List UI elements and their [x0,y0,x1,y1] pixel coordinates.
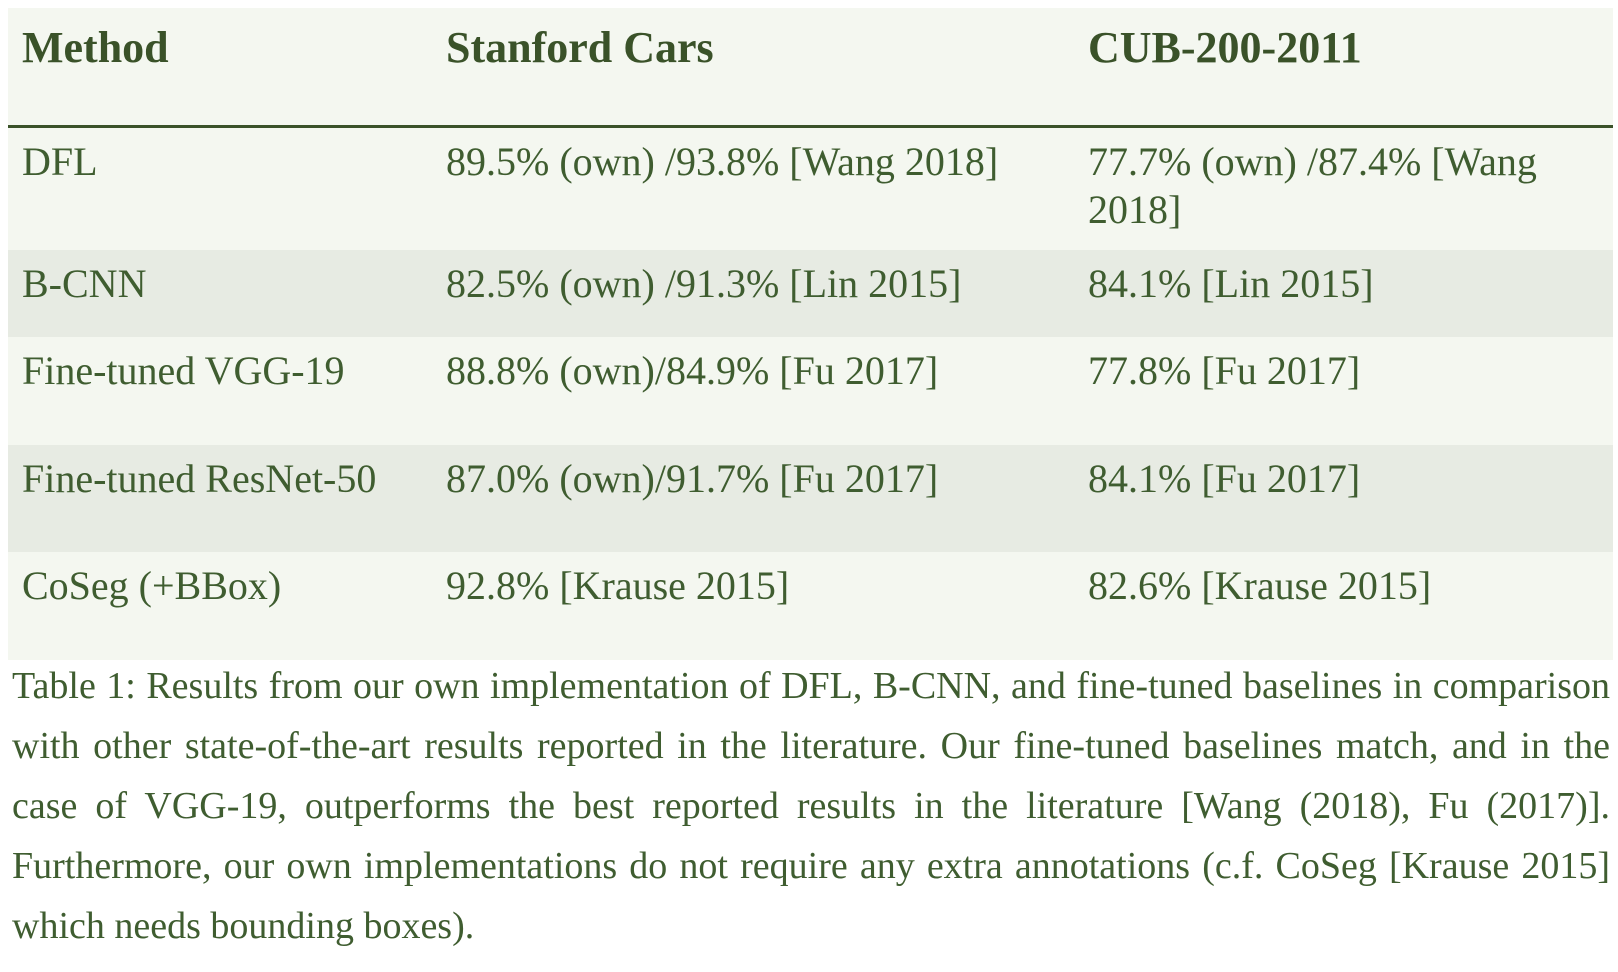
header-method: Method [8,8,432,128]
header-stanford-cars: Stanford Cars [432,8,1074,128]
table-row: Fine-tuned VGG-19 88.8% (own)/84.9% [Fu … [8,337,1613,445]
cell-stanford-cars: 89.5% (own) /93.8% [Wang 2018] [446,138,999,184]
cell-method: CoSeg (+BBox) [22,563,282,608]
cell-cub: 84.1% [Lin 2015] [1088,261,1374,306]
cell-method: DFL [22,138,98,184]
cell-cub: 77.7% (own) /87.4% [Wang 2018] [1088,138,1537,232]
results-table: Method Stanford Cars CUB-200-2011 DFL 89… [8,8,1613,660]
cell-cub: 77.8% [Fu 2017] [1088,348,1361,393]
cell-method: B-CNN [22,261,147,306]
header-cub-200-2011: CUB-200-2011 [1074,8,1613,128]
cell-cub: 84.1% [Fu 2017] [1088,456,1361,501]
cell-stanford-cars: 82.5% (own) /91.3% [Lin 2015] [446,261,962,306]
table-caption: Table 1: Results from our own implementa… [12,665,1610,947]
cell-stanford-cars: 87.0% (own)/91.7% [Fu 2017] [446,456,939,501]
table-row: DFL 89.5% (own) /93.8% [Wang 2018] 77.7%… [8,126,1613,250]
results-table-container: Method Stanford Cars CUB-200-2011 DFL 89… [8,8,1613,660]
cell-stanford-cars: 88.8% (own)/84.9% [Fu 2017] [446,348,939,393]
table-header-row: Method Stanford Cars CUB-200-2011 [8,8,1613,128]
cell-method: Fine-tuned VGG-19 [22,348,345,393]
cell-stanford-cars: 92.8% [Krause 2015] [446,563,790,608]
table-row: Fine-tuned ResNet-50 87.0% (own)/91.7% [… [8,445,1613,552]
cell-cub: 82.6% [Krause 2015] [1088,563,1432,608]
cell-method: Fine-tuned ResNet-50 [22,456,377,501]
table-row: B-CNN 82.5% (own) /91.3% [Lin 2015] 84.1… [8,250,1613,337]
table-row: CoSeg (+BBox) 92.8% [Krause 2015] 82.6% … [8,552,1613,660]
